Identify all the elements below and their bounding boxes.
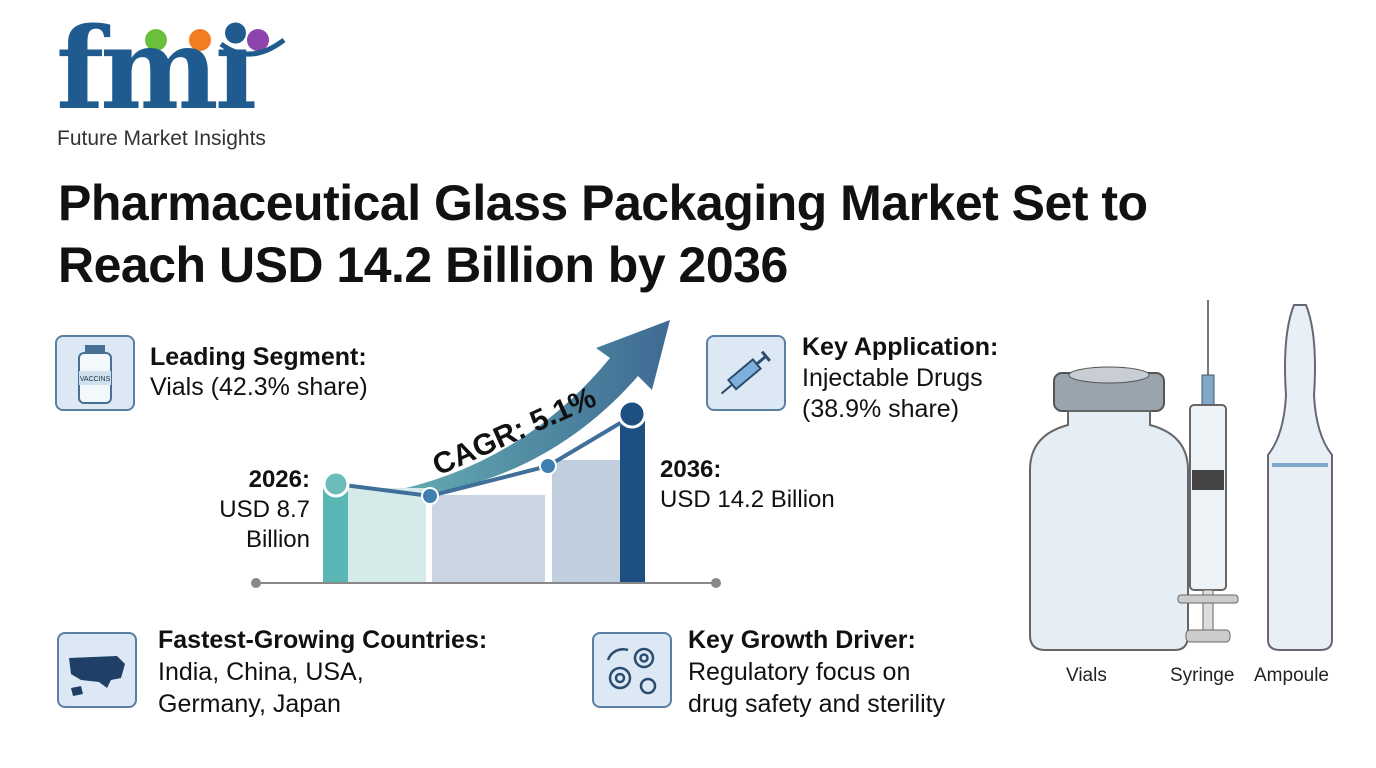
logo-dots <box>145 29 286 57</box>
vial-illustration <box>1029 366 1189 651</box>
point-2036 <box>617 399 647 429</box>
key-application-line1: Injectable Drugs <box>802 364 983 392</box>
title-line-2: Reach USD 14.2 Billion by 2036 <box>58 237 788 293</box>
syringe-illustration <box>1177 300 1239 643</box>
logo-letters: fmi <box>56 4 257 135</box>
growth-driver-heading: Key Growth Driver: <box>688 626 916 654</box>
page-title: Pharmaceutical Glass Packaging Market Se… <box>58 172 1148 296</box>
key-application-line2: (38.9% share) <box>802 395 960 423</box>
area-segment <box>432 495 545 583</box>
title-line-1: Pharmaceutical Glass Packaging Market Se… <box>58 175 1148 231</box>
end-label: 2036: USD 14.2 Billion <box>660 455 835 515</box>
point <box>421 487 439 505</box>
end-value: USD 14.2 Billion <box>660 486 835 513</box>
growth-driver-line1: Regulatory focus on <box>688 658 911 686</box>
logo-name: Future Market Insights <box>57 127 266 150</box>
point-2026 <box>322 470 350 498</box>
trend-line <box>335 414 634 499</box>
growth-chart: CAGR: 5.1% <box>251 320 721 588</box>
bar-2036 <box>620 415 645 583</box>
start-label: 2026: USD 8.7 Billion <box>150 465 310 555</box>
leading-segment-value: Vials (42.3% share) <box>150 373 368 401</box>
gears-icon <box>592 632 672 708</box>
growth-driver-line2: drug safety and sterility <box>688 690 946 718</box>
bar-2026 <box>323 486 348 583</box>
ampoule-illustration <box>1267 304 1333 651</box>
vaccine-vial-icon: VACCINS <box>55 335 135 411</box>
growth-arrow <box>350 320 670 502</box>
products-illustration <box>1029 300 1333 651</box>
ampoule-label: Ampoule <box>1254 665 1329 686</box>
fastest-growing-heading: Fastest-Growing Countries: <box>158 626 488 654</box>
key-application-heading: Key Application: <box>802 333 999 361</box>
point <box>539 457 557 475</box>
area-segment <box>552 460 620 583</box>
start-value: USD 8.7 Billion <box>219 496 310 553</box>
fastest-growing-line2: Germany, Japan <box>158 690 341 718</box>
svg-text:VACCINS: VACCINS <box>80 376 111 383</box>
fastest-growing-line1: India, China, USA, <box>158 658 364 686</box>
usa-map-icon <box>57 632 137 708</box>
leading-segment-heading: Leading Segment: <box>150 343 367 371</box>
start-year: 2026: <box>248 466 310 493</box>
syringe-label: Syringe <box>1170 665 1235 686</box>
vials-label: Vials <box>1066 665 1107 686</box>
area-segment <box>348 488 426 583</box>
end-year: 2036: <box>660 456 722 483</box>
syringe-icon <box>706 335 786 411</box>
logo: fmi Future Market Insights <box>0 0 300 160</box>
